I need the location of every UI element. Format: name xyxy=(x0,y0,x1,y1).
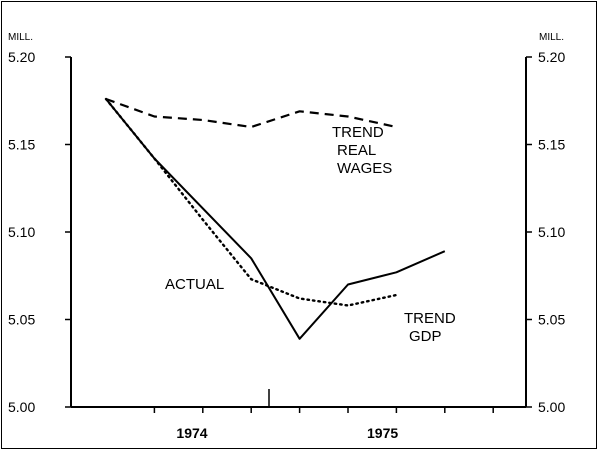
y-tick-label-left-5.05: 5.05 xyxy=(8,312,35,328)
annotation-wages-line1: TREND xyxy=(332,124,384,141)
y-tick-label-right-5.15: 5.15 xyxy=(538,137,565,153)
series-lines xyxy=(104,97,446,340)
axes xyxy=(70,57,527,408)
y-tick-label-left-5.00: 5.00 xyxy=(8,399,35,415)
y-tick-label-left-5.10: 5.10 xyxy=(8,224,35,240)
x-year-label-1974: 1974 xyxy=(176,425,207,441)
y-tick-label-right-5.00: 5.00 xyxy=(538,399,565,415)
y-tick-label-right-5.10: 5.10 xyxy=(538,224,565,240)
series-trend-gdp xyxy=(104,97,398,307)
y-unit-right: MILL. xyxy=(539,32,564,43)
annotation-gdp-line1: TREND xyxy=(404,310,456,327)
y-tick-label-left-5.20: 5.20 xyxy=(8,49,35,65)
y-tick-label-left-5.15: 5.15 xyxy=(8,137,35,153)
series-actual xyxy=(105,98,446,340)
x-year-label-1975: 1975 xyxy=(367,425,398,441)
annotation-wages-line3: WAGES xyxy=(337,160,392,177)
annotation-gdp-line2: GDP xyxy=(409,328,442,345)
y-tick-label-right-5.05: 5.05 xyxy=(538,312,565,328)
annotation-actual: ACTUAL xyxy=(165,276,224,293)
annotation-wages-line2: REAL xyxy=(337,142,376,159)
ticks: 5.00 5.00 5.05 5.05 5.10 5.10 5.15 5.15 5.20 5.20… xyxy=(8,49,565,441)
y-tick-label-right-5.20: 5.20 xyxy=(538,49,565,65)
series-trend-real-wages xyxy=(105,97,397,129)
y-unit-left: MILL. xyxy=(8,32,33,43)
